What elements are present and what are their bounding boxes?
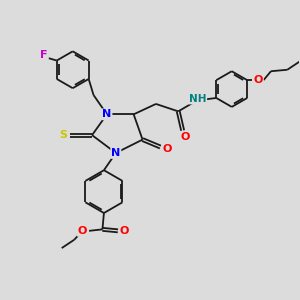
Text: N: N	[111, 148, 120, 158]
Text: N: N	[102, 109, 112, 119]
Text: O: O	[120, 226, 129, 236]
Text: O: O	[254, 75, 263, 85]
Text: O: O	[181, 132, 190, 142]
Text: F: F	[40, 50, 48, 60]
Text: NH: NH	[189, 94, 206, 103]
Text: O: O	[78, 226, 87, 236]
Text: O: O	[162, 143, 172, 154]
Text: S: S	[59, 130, 67, 140]
